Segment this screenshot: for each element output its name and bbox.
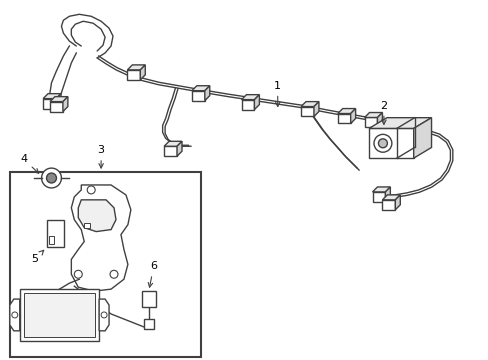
Polygon shape bbox=[164, 141, 182, 146]
Polygon shape bbox=[191, 91, 204, 100]
Polygon shape bbox=[413, 118, 431, 158]
Polygon shape bbox=[364, 113, 382, 117]
Polygon shape bbox=[204, 86, 209, 100]
Polygon shape bbox=[241, 95, 259, 100]
Polygon shape bbox=[301, 107, 313, 117]
Polygon shape bbox=[140, 65, 145, 80]
Text: 1: 1 bbox=[274, 81, 281, 107]
Text: 5: 5 bbox=[31, 250, 43, 264]
Bar bbox=[48, 235, 54, 243]
Polygon shape bbox=[372, 187, 389, 192]
Polygon shape bbox=[368, 129, 413, 158]
Circle shape bbox=[87, 186, 95, 194]
Polygon shape bbox=[372, 192, 385, 202]
Text: 3: 3 bbox=[98, 145, 104, 168]
Polygon shape bbox=[10, 299, 20, 331]
Polygon shape bbox=[382, 200, 394, 210]
Polygon shape bbox=[127, 70, 140, 80]
Polygon shape bbox=[43, 94, 61, 99]
Polygon shape bbox=[382, 195, 400, 200]
Circle shape bbox=[101, 312, 107, 318]
Polygon shape bbox=[78, 200, 116, 231]
Circle shape bbox=[378, 139, 386, 148]
Polygon shape bbox=[301, 102, 318, 107]
Polygon shape bbox=[368, 118, 431, 129]
Polygon shape bbox=[56, 94, 61, 109]
Text: 2: 2 bbox=[380, 100, 386, 125]
Bar bbox=[143, 319, 153, 329]
Polygon shape bbox=[99, 299, 109, 331]
Circle shape bbox=[41, 168, 61, 188]
Polygon shape bbox=[394, 195, 400, 210]
Polygon shape bbox=[350, 109, 355, 123]
Polygon shape bbox=[177, 141, 182, 156]
Text: 6: 6 bbox=[148, 261, 157, 287]
Circle shape bbox=[373, 134, 391, 152]
Bar bbox=[84, 223, 90, 228]
Polygon shape bbox=[254, 95, 259, 109]
Bar bbox=[142, 291, 155, 307]
Circle shape bbox=[110, 270, 118, 278]
Polygon shape bbox=[337, 109, 355, 113]
Polygon shape bbox=[313, 102, 318, 117]
Polygon shape bbox=[191, 86, 209, 91]
Bar bbox=[20, 289, 99, 341]
Polygon shape bbox=[385, 187, 389, 202]
Circle shape bbox=[74, 270, 82, 278]
Polygon shape bbox=[43, 99, 56, 109]
Bar bbox=[46, 220, 64, 247]
Bar bbox=[24, 293, 95, 337]
Circle shape bbox=[46, 173, 56, 183]
Polygon shape bbox=[127, 65, 145, 70]
Polygon shape bbox=[337, 113, 350, 123]
Circle shape bbox=[12, 312, 18, 318]
Bar bbox=[10, 172, 201, 357]
Polygon shape bbox=[71, 185, 131, 291]
Text: 4: 4 bbox=[20, 154, 39, 173]
Polygon shape bbox=[50, 96, 68, 102]
Polygon shape bbox=[50, 102, 63, 112]
Polygon shape bbox=[377, 113, 382, 127]
Polygon shape bbox=[164, 146, 177, 156]
Polygon shape bbox=[63, 96, 68, 112]
Polygon shape bbox=[241, 100, 254, 109]
Polygon shape bbox=[364, 117, 377, 127]
